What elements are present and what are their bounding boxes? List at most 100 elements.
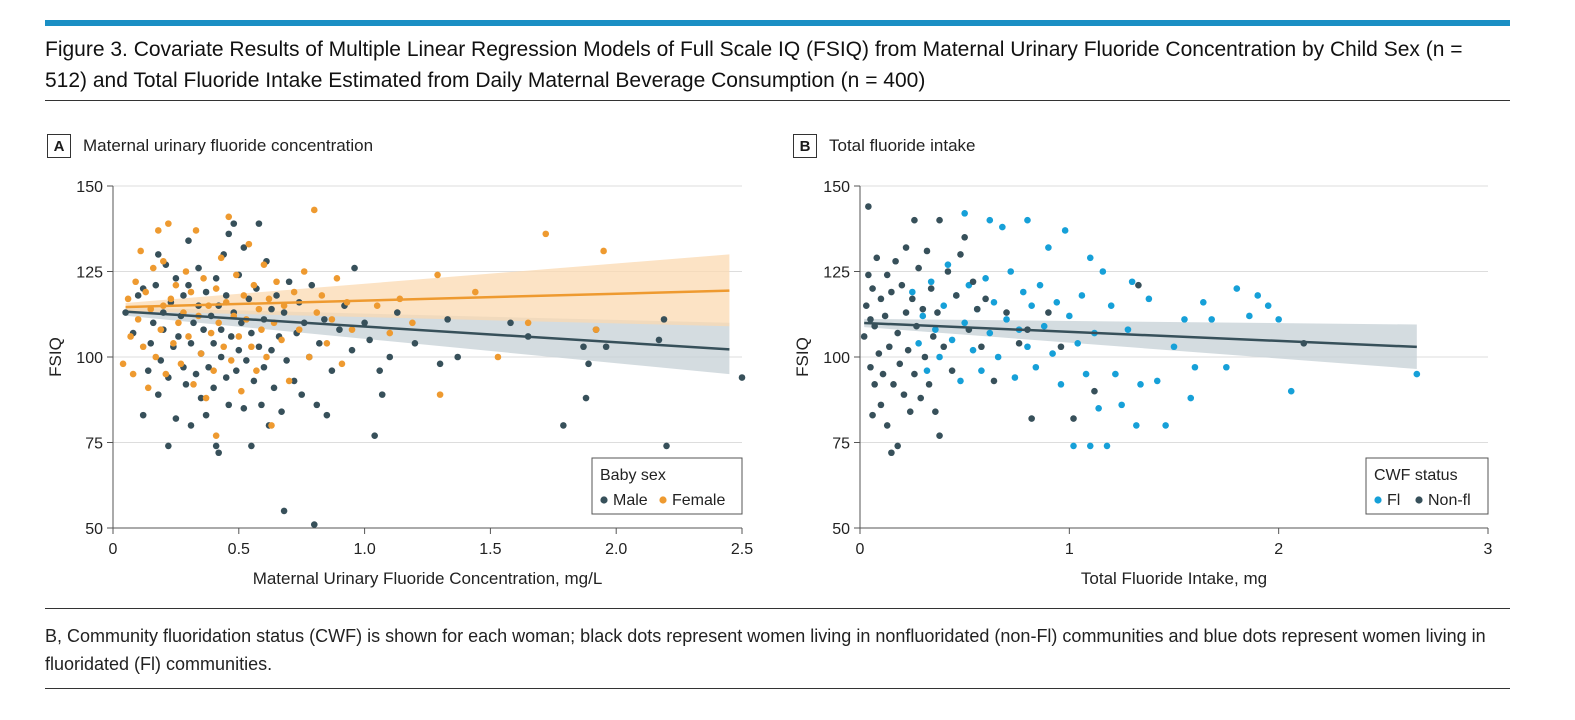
panel-a-point-female [119, 360, 127, 368]
panel-b-point-fl [1137, 381, 1144, 388]
panel-a-point-male [235, 346, 243, 354]
panel-a-point-female [268, 422, 275, 429]
panel-b-point-non-fl [911, 216, 918, 224]
panel-b-legend-box [1365, 457, 1489, 515]
panel-b-point-fl [919, 312, 927, 320]
panel-a-point-female [149, 264, 157, 272]
panel-a-point-male [255, 343, 263, 351]
panel-b-title: Total fluoride intake [829, 136, 976, 155]
panel-b-point-fl [927, 278, 935, 286]
panel-a-point-male [580, 343, 587, 351]
panel-a-point-female [170, 340, 177, 347]
panel-a-point-male [323, 411, 331, 419]
panel-b-point-non-fl [892, 257, 899, 265]
panel-b-point-non-fl [911, 370, 918, 378]
panel-a-point-male [394, 309, 401, 316]
panel-a-point-male [655, 336, 663, 344]
panel-b-point-non-fl [957, 251, 964, 258]
panel-b-point-non-fl [915, 264, 922, 272]
panel-a-point-female [333, 275, 341, 282]
panel-a-ytick-label: 75 [85, 436, 103, 453]
panel-a-point-female [220, 343, 228, 351]
panel-a-point-male [225, 230, 233, 238]
panel-b-series-non-fl [860, 203, 1308, 457]
panel-a-point-male [268, 346, 275, 354]
panel-b-point-non-fl [902, 309, 910, 316]
panel-a-point-male [212, 442, 220, 450]
panel-b-point-non-fl [904, 346, 912, 354]
panel-b-point-fl [1118, 401, 1125, 409]
panel-a-point-male [243, 357, 250, 364]
panel-b-point-fl [1057, 381, 1065, 388]
panel-a-point-male [411, 340, 419, 347]
panel-a-point-male [197, 394, 205, 402]
panel-a-point-female [172, 281, 180, 289]
panel-b-point-fl [978, 367, 985, 374]
top-accent-bar [45, 20, 1510, 26]
panel-a-point-male [180, 292, 187, 299]
panel-a-point-male [154, 391, 162, 398]
panel-b-point-fl [1011, 374, 1019, 381]
panel-b-point-fl [969, 346, 977, 354]
panel-a-point-female [265, 295, 273, 303]
panel-b-point-fl [1061, 227, 1069, 234]
panel-b-point-non-fl [862, 302, 870, 310]
panel-a-point-female [225, 213, 233, 221]
panel-a-point-male [225, 401, 233, 409]
panel-a-point-female [202, 394, 210, 402]
panel-a-xtick-label: 0 [109, 541, 118, 558]
panel-b-point-non-fl [944, 268, 952, 275]
panel-a-point-male [192, 370, 200, 378]
panel-a-point-male [660, 316, 668, 323]
panel-b-point-non-fl [982, 295, 989, 303]
panel-a-point-male [238, 319, 245, 327]
panel-b-xtick-label: 1 [1065, 541, 1074, 558]
panel-a-point-female [175, 319, 182, 327]
panel-b-point-fl [915, 340, 922, 347]
panel-b-point-non-fl [869, 285, 876, 292]
panel-a-point-female [409, 319, 416, 327]
panel-a-point-male [283, 357, 290, 364]
panel-b-legend-marker-non-fl [1415, 496, 1423, 504]
panel-b-point-non-fl [871, 381, 878, 388]
panel-b-ytick-label: 100 [823, 350, 850, 367]
panel-b-point-non-fl [1028, 415, 1035, 422]
panel-a-point-female [132, 278, 139, 286]
panel-a-point-male [278, 408, 285, 416]
panel-b-point-fl [1162, 422, 1169, 429]
panel-a-point-female [328, 316, 336, 323]
panel-b-point-non-fl [952, 292, 960, 299]
panel-a-ytick-label: 125 [76, 265, 103, 282]
panel-a-point-female [157, 326, 165, 333]
panel-a-point-male [185, 281, 192, 289]
panel-b-point-non-fl [934, 309, 941, 316]
panel-a-point-male [134, 292, 142, 299]
panel-a-point-male [248, 442, 255, 450]
panel-b-point-fl [957, 377, 964, 385]
panel-a-point-male [268, 305, 275, 313]
panel-a-point-male [663, 442, 670, 450]
panel-b-point-fl [1078, 292, 1086, 299]
panel-a-point-female [386, 329, 394, 337]
panel-a-point-male [371, 432, 378, 439]
panel-a-point-female [124, 295, 132, 303]
chart-b: 50 75 100 125 150 0 1 2 3 Total Fluoride Intake, … [793, 179, 1493, 588]
panel-a-legend-marker-male [600, 496, 608, 504]
panel-b-point-fl [990, 298, 998, 306]
panel-a-point-female [139, 343, 147, 351]
panel-a-point-female [592, 326, 600, 333]
panel-b-point-non-fl [936, 432, 943, 439]
panel-a-point-male [378, 391, 386, 398]
panel-a-point-female [142, 288, 150, 296]
panel-b-letter: B [793, 134, 817, 158]
panel-b-ytick-label: 150 [823, 179, 850, 196]
panel-b-point-non-fl [875, 350, 883, 357]
panel-b-point-non-fl [923, 247, 931, 255]
panel-a-point-female [207, 329, 215, 337]
panel-b-ytick-label: 50 [832, 521, 850, 538]
panel-a-point-female [542, 230, 550, 238]
panel-b-point-fl [1413, 370, 1421, 378]
panel-a-point-male [273, 292, 280, 299]
panel-b-point-non-fl [969, 278, 977, 286]
panel-b-point-fl [1153, 377, 1161, 385]
